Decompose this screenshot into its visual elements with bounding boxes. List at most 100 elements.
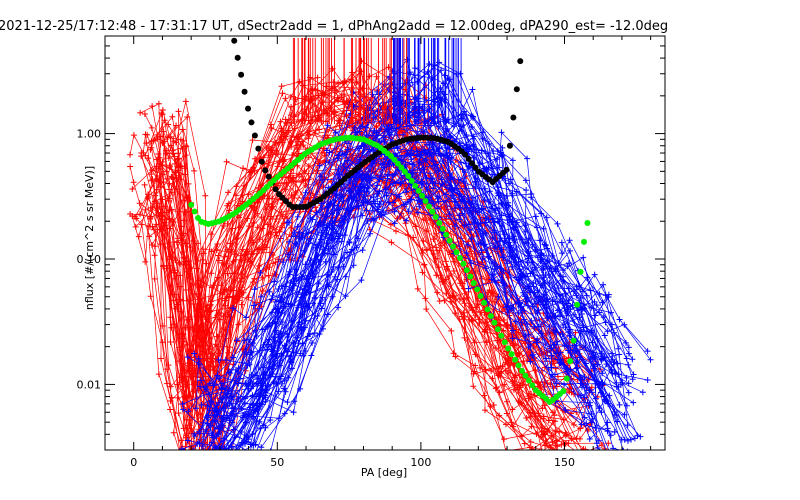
blue-point xyxy=(353,244,360,251)
blue-point xyxy=(608,452,614,458)
blue-point xyxy=(612,370,619,377)
green-fit-curve-point xyxy=(484,306,491,313)
green-fit-curve-point xyxy=(191,208,198,215)
blue-point xyxy=(563,365,570,372)
black-fit-curve-point xyxy=(245,105,252,112)
blue-point xyxy=(551,371,558,378)
blue-point xyxy=(435,198,442,205)
red-point xyxy=(481,328,488,335)
red-point xyxy=(250,219,257,226)
blue-point xyxy=(547,364,554,371)
blue-point xyxy=(262,424,269,431)
red-point xyxy=(175,108,182,115)
red-point xyxy=(216,316,223,323)
red-point xyxy=(165,197,172,204)
blue-point xyxy=(209,459,215,465)
blue-point xyxy=(591,271,598,278)
red-point xyxy=(496,412,503,419)
red-point xyxy=(179,451,185,457)
green-fit-curve-point xyxy=(560,388,567,395)
red-point xyxy=(203,307,210,314)
blue-point xyxy=(218,455,224,461)
blue-point xyxy=(359,123,366,130)
blue-point xyxy=(197,459,203,465)
blue-point xyxy=(601,332,608,339)
blue-point xyxy=(474,209,481,216)
blue-point xyxy=(198,459,204,465)
green-fit-curve-point xyxy=(584,220,591,227)
blue-point xyxy=(282,388,289,395)
red-point xyxy=(176,330,183,337)
blue-point xyxy=(592,312,599,319)
green-fit-curve-point xyxy=(425,203,432,210)
blue-point xyxy=(427,122,434,129)
green-fit-curve-point xyxy=(436,219,443,226)
red-point xyxy=(171,160,178,167)
blue-point xyxy=(270,379,277,386)
blue-point xyxy=(363,207,370,214)
red-point xyxy=(293,135,300,142)
red-series-line xyxy=(173,110,589,432)
blue-point xyxy=(298,232,305,239)
blue-point xyxy=(286,219,293,226)
green-fit-curve-point xyxy=(508,351,515,358)
blue-point xyxy=(230,452,236,458)
blue-point xyxy=(472,198,479,205)
blue-point xyxy=(446,132,453,139)
blue-point xyxy=(409,112,416,119)
red-point xyxy=(159,196,166,203)
red-point xyxy=(441,297,448,304)
blue-point xyxy=(456,204,463,211)
blue-point xyxy=(262,398,269,405)
blue-series-line xyxy=(220,104,613,422)
red-point xyxy=(448,327,455,334)
blue-point xyxy=(579,305,586,312)
blue-point xyxy=(230,305,237,312)
blue-point xyxy=(594,445,601,450)
red-point xyxy=(265,201,272,208)
blue-point xyxy=(596,309,603,316)
blue-point xyxy=(249,392,256,399)
red-point xyxy=(174,394,181,401)
blue-point xyxy=(459,166,466,173)
blue-point xyxy=(233,337,240,344)
blue-point xyxy=(374,88,381,95)
blue-point xyxy=(540,272,547,279)
blue-point xyxy=(207,459,213,465)
red-point xyxy=(450,350,457,357)
blue-point xyxy=(212,459,218,465)
blue-point xyxy=(472,184,479,191)
red-point xyxy=(434,289,441,296)
blue-point xyxy=(604,419,611,426)
red-point xyxy=(570,421,577,428)
blue-point xyxy=(206,459,212,465)
blue-point xyxy=(315,280,322,287)
blue-point xyxy=(258,293,265,300)
blue-point xyxy=(421,146,428,153)
red-point xyxy=(267,121,274,128)
red-point xyxy=(179,457,185,463)
red-point xyxy=(287,112,294,119)
red-point xyxy=(437,242,444,249)
blue-point xyxy=(257,269,264,276)
red-point xyxy=(500,436,507,443)
red-point xyxy=(580,445,587,450)
green-fit-curve-point xyxy=(412,182,419,189)
blue-point xyxy=(582,345,589,352)
blue-point xyxy=(211,447,213,450)
blue-point xyxy=(455,176,462,183)
red-point xyxy=(483,319,490,326)
blue-point xyxy=(326,159,333,166)
blue-point xyxy=(297,350,304,357)
blue-point xyxy=(196,383,203,390)
red-point xyxy=(251,275,258,282)
blue-point xyxy=(558,239,565,246)
blue-point xyxy=(533,300,540,307)
blue-point xyxy=(217,459,223,465)
red-point xyxy=(212,447,214,450)
blue-point xyxy=(495,293,502,300)
blue-point xyxy=(538,282,545,289)
blue-point xyxy=(198,459,204,465)
red-series-line xyxy=(131,176,552,450)
blue-point xyxy=(220,459,226,465)
